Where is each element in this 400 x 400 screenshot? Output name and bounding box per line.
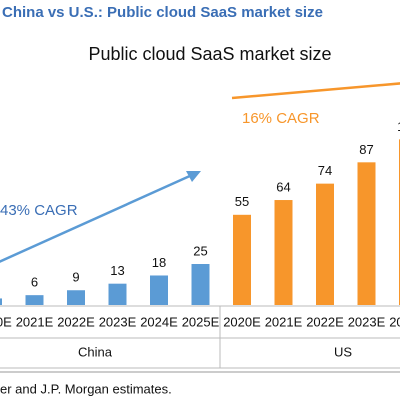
- x-tick-label: 2021E: [265, 314, 303, 329]
- header: China vs U.S.: Public cloud SaaS market …: [2, 4, 323, 21]
- bar: [108, 283, 127, 305]
- bar: [150, 275, 168, 305]
- data-label: 101: [397, 119, 400, 134]
- bar: [233, 214, 251, 305]
- group-label: China: [78, 344, 113, 359]
- cagr-line: [231, 82, 400, 100]
- bar: [0, 298, 2, 305]
- bar: [274, 200, 293, 305]
- data-label: 13: [110, 263, 124, 278]
- bar: [25, 295, 44, 305]
- data-label: 9: [72, 270, 79, 285]
- footer: er and J.P. Morgan estimates.: [0, 381, 172, 396]
- data-label: 74: [318, 163, 332, 178]
- group-label: US: [334, 344, 352, 359]
- data-label: 18: [152, 255, 166, 270]
- data-label: 55: [235, 194, 249, 209]
- x-tick-label: 2024E: [389, 314, 400, 329]
- x-tick-label: 2021E: [16, 314, 54, 329]
- cagr-label: 43% CAGR: [0, 202, 78, 219]
- data-label: 87: [359, 142, 373, 157]
- data-label: 25: [193, 243, 207, 258]
- cagr-arrow: [0, 173, 193, 263]
- x-tick-label: 2022E: [306, 314, 344, 329]
- x-tick-label: 2023E: [348, 314, 386, 329]
- data-label: 6: [31, 275, 38, 290]
- bar: [67, 290, 85, 305]
- arrow-head: [186, 171, 201, 182]
- bar: [357, 162, 376, 305]
- x-tick-label: 2023E: [99, 314, 137, 329]
- x-tick-label: 2020E: [0, 314, 12, 329]
- data-label: 64: [276, 179, 290, 194]
- bar: [316, 183, 334, 305]
- bar: [191, 264, 210, 305]
- chart-title: Public cloud SaaS market size: [88, 44, 331, 64]
- x-tick-label: 2022E: [57, 314, 95, 329]
- cagr-label: 16% CAGR: [242, 110, 320, 127]
- x-tick-label: 2020E: [223, 314, 261, 329]
- x-tick-label: 2024E: [140, 314, 178, 329]
- x-tick-label: 2025E: [182, 314, 220, 329]
